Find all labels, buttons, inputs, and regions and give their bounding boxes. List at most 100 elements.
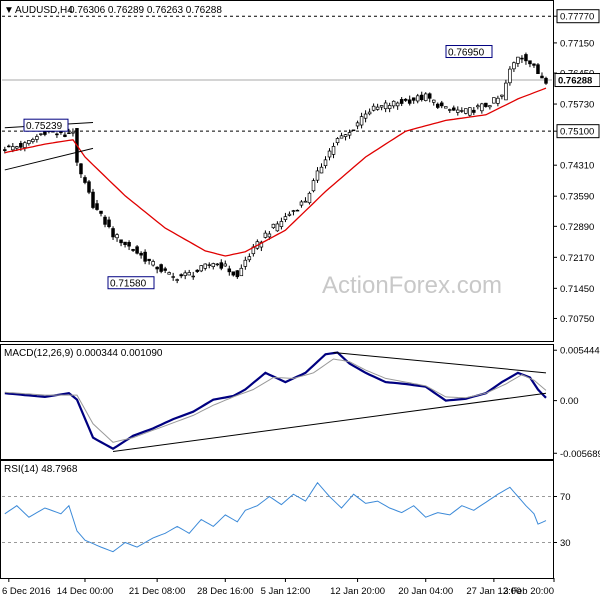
candle — [335, 137, 340, 146]
candle — [516, 56, 520, 67]
candle — [540, 72, 544, 79]
price-tick-label: 0.75730 — [560, 100, 594, 111]
price-tick-label: 0.71450 — [560, 284, 594, 295]
candle — [359, 112, 364, 129]
candle — [468, 107, 472, 117]
candle — [299, 200, 304, 208]
macd-title-text: MACD(12,26,9) 0.000344 0.001090 — [4, 348, 163, 359]
candle — [464, 108, 468, 115]
candle — [367, 108, 372, 116]
candle — [431, 99, 436, 106]
level-tag — [556, 9, 600, 24]
x-tick-label: 5 Jan 12:00 — [261, 586, 311, 597]
candle — [520, 55, 524, 63]
candle — [423, 92, 428, 102]
candle — [347, 129, 352, 139]
candle — [331, 142, 336, 159]
candle — [363, 110, 368, 123]
candle — [107, 216, 111, 229]
candle — [219, 259, 224, 271]
price-tick-label: 0.75100 — [560, 127, 594, 138]
candle — [111, 226, 115, 240]
candle — [211, 262, 216, 270]
rsi-panel — [0, 460, 554, 579]
candle — [456, 106, 460, 116]
price-title: ▼ AUDUSD,H4 0.76306 0.76289 0.76263 0.76… — [4, 5, 222, 16]
rsi-title: RSI(14) 48.7968 — [4, 464, 78, 475]
price-tick-label: 0.74310 — [560, 161, 594, 172]
price-tick-label: 0.70750 — [560, 314, 594, 325]
candle — [311, 178, 316, 193]
candle — [59, 131, 63, 135]
macd-tick-label: 0.00 — [560, 396, 579, 407]
price-tick-label: 0.72170 — [560, 253, 594, 264]
candle — [83, 175, 87, 185]
candle — [411, 97, 416, 104]
candle — [115, 233, 119, 242]
candle — [175, 278, 179, 284]
price-title-values: 0.76306 0.76289 0.76263 0.76288 — [69, 5, 222, 16]
candle — [131, 248, 135, 252]
candle — [275, 221, 280, 232]
candle — [440, 100, 444, 109]
price-tick-label: 0.72890 — [560, 222, 594, 233]
candle — [524, 52, 528, 65]
candle — [95, 199, 99, 211]
candle — [279, 217, 284, 230]
candle — [123, 241, 127, 248]
candle — [71, 128, 75, 137]
price-tick-label: 0.77770 — [560, 12, 594, 23]
candle — [39, 133, 43, 137]
candle — [103, 215, 107, 228]
rsi-series-line-0 — [4, 481, 547, 553]
x-tick-label: 27 Jan 12:00 — [466, 586, 521, 597]
candle — [379, 105, 384, 111]
svg-text:0.76950: 0.76950 — [448, 48, 485, 59]
candle — [187, 269, 191, 276]
candle — [407, 95, 412, 106]
candle — [159, 263, 163, 274]
x-tick-label: 20 Jan 04:00 — [398, 586, 453, 597]
candle — [195, 269, 199, 273]
candle — [155, 266, 159, 274]
candle — [215, 262, 220, 267]
candle — [67, 128, 71, 135]
candle — [183, 270, 187, 280]
candle — [271, 223, 276, 229]
candle — [251, 244, 256, 257]
candle — [383, 100, 388, 113]
candle — [315, 167, 320, 183]
candle — [163, 266, 167, 274]
price-title-symbol: AUDUSD,H4 — [15, 5, 73, 16]
x-tick-label: 6 Dec 2016 — [2, 586, 51, 597]
candle — [203, 263, 207, 271]
macd-series-line-1 — [4, 358, 547, 443]
x-tick-label: 3 Feb 20:00 — [503, 586, 554, 597]
price-annotation: 0.75239 — [23, 118, 69, 132]
candle — [239, 264, 244, 277]
current-price-label: 0.76288 — [558, 76, 592, 87]
level-tag — [556, 124, 600, 139]
macd-series-line-0 — [4, 351, 547, 450]
rsi-plot — [2, 481, 552, 553]
candle — [323, 156, 328, 169]
x-tick-label: 21 Dec 08:00 — [129, 586, 186, 597]
candle — [351, 129, 356, 132]
macd-trendline-0 — [112, 392, 547, 453]
candle — [452, 105, 456, 111]
candle — [427, 92, 432, 103]
candle — [295, 209, 300, 212]
candle — [79, 163, 83, 178]
candle — [355, 120, 360, 130]
candle — [536, 63, 540, 75]
candle — [492, 97, 496, 104]
candle — [484, 102, 488, 108]
x-tick-label: 12 Jan 20:00 — [330, 586, 385, 597]
watermark: ActionForex.com — [322, 272, 502, 299]
candle — [135, 245, 139, 255]
candle — [508, 66, 512, 86]
candle — [119, 239, 123, 247]
candle — [179, 273, 183, 279]
candle — [243, 256, 248, 270]
